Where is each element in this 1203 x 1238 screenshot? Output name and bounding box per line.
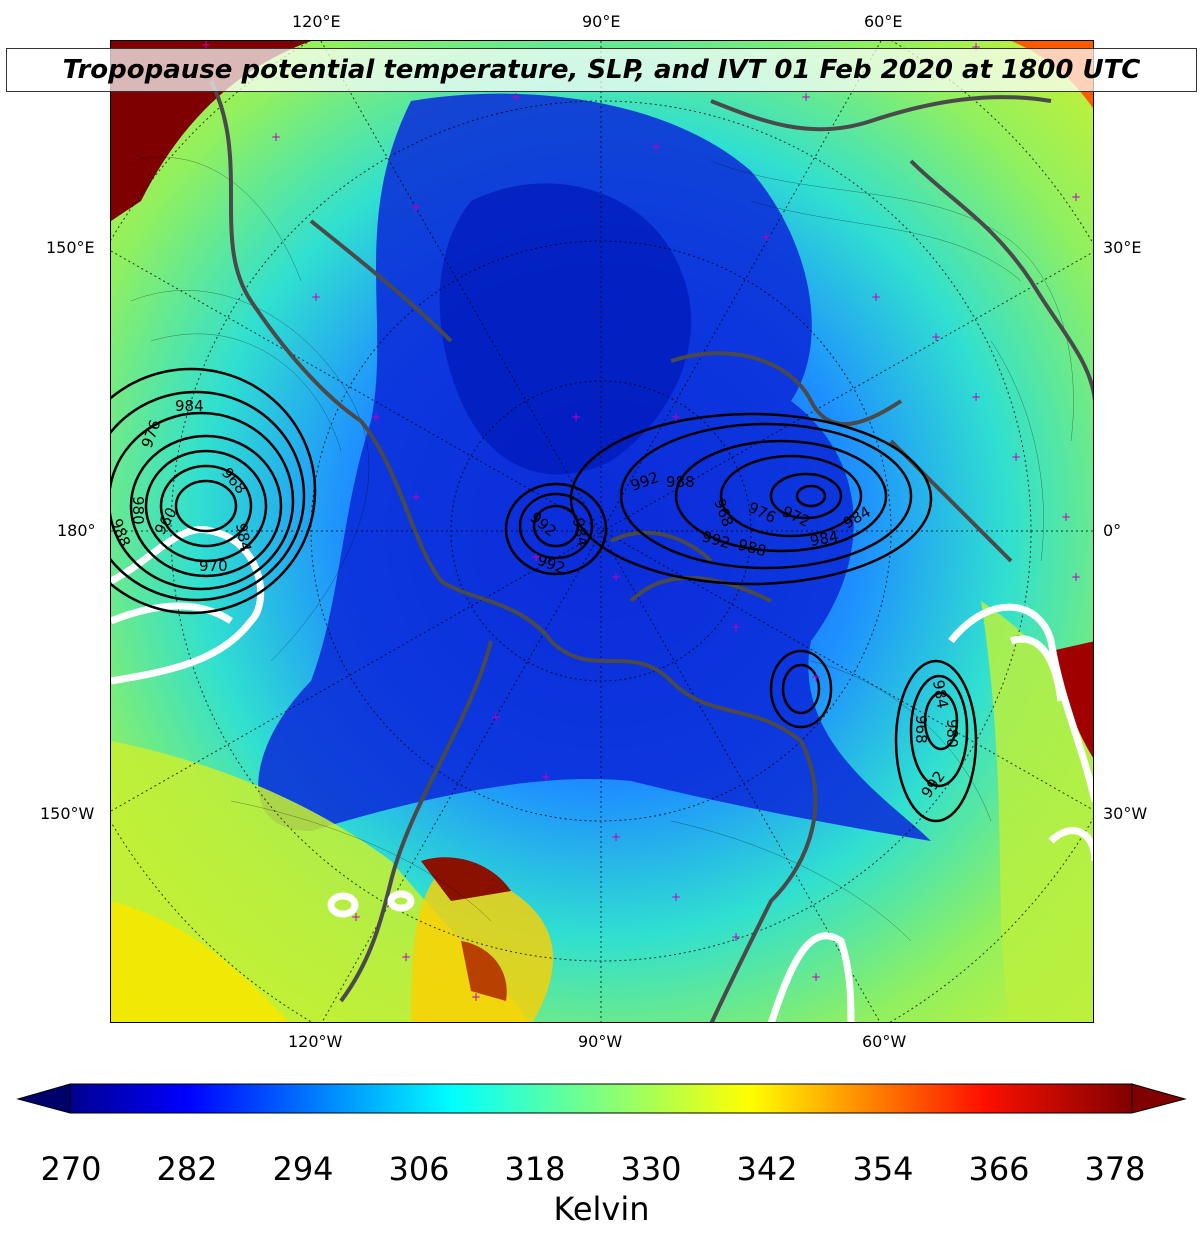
tick-left-150w: 150°W [40,804,95,823]
colorbar-tick: 270 [40,1150,102,1188]
slp-label: 968 [912,715,930,744]
warm-region-subtropics [111,901,290,1022]
colorbar-tick: 318 [504,1150,566,1188]
svg-text:+: + [611,830,621,844]
svg-text:+: + [931,330,941,344]
colorbar-tick: 294 [272,1150,334,1188]
map-panel: + + + + + + + + + + + + + + + + + + + + + + + + + + + + + + … [110,40,1094,1023]
svg-text:+: + [311,290,321,304]
colorbar-tick: 342 [736,1150,798,1188]
north-atlantic-low-contours [894,659,978,823]
svg-text:+: + [1071,190,1081,204]
station-markers: +++ ++ + ++ + ++ + ++ + ++ + ++ + ++ + ++ + ++ + … [201,41,1081,1004]
theta-contours [130,156,1074,942]
svg-text:+: + [1061,510,1071,524]
colorbar-label: Kelvin [553,1190,650,1228]
svg-text:+: + [871,290,881,304]
colorbar-tick: 366 [968,1150,1030,1188]
hudson-low-contours [769,649,833,729]
ivt-contours [111,526,1093,1022]
slp-label: 980 [129,496,147,525]
svg-text:+: + [201,41,211,52]
colorbar-tick: 378 [1084,1150,1146,1188]
tick-bottom-60w: 60°W [862,1032,907,1051]
svg-text:+: + [811,670,821,684]
tick-left-180: 180° [57,521,96,540]
colorbar-tick: 282 [156,1150,218,1188]
colorbar-ramp [69,1083,1133,1114]
graticule [111,41,1093,1022]
tick-right-30w: 30°W [1103,804,1148,823]
warm-region-gulf [411,871,553,1022]
svg-text:+: + [411,490,421,504]
svg-text:+: + [571,410,581,424]
tick-bottom-120w: 120°W [288,1032,343,1051]
tick-bottom-90w: 90°W [578,1032,623,1051]
svg-text:+: + [1011,450,1021,464]
svg-text:+: + [491,710,501,724]
map-title: Tropopause potential temperature, SLP, a… [62,55,1141,85]
svg-text:+: + [671,410,681,424]
svg-text:+: + [761,230,771,244]
svg-text:+: + [411,200,421,214]
colorbar-tick: 330 [620,1150,682,1188]
slp-label: 984 [175,397,204,415]
tick-right-0: 0° [1103,521,1122,540]
atlantic-low-contours [569,412,933,586]
svg-text:+: + [541,770,551,784]
svg-text:+: + [471,990,481,1004]
svg-text:+: + [1071,570,1081,584]
arctic-low-contours [504,482,608,576]
tick-top-90e: 90°E [582,12,621,31]
colorbar-tick: 354 [852,1150,914,1188]
tropopause-theta-map: +++ ++ + ++ + ++ + ++ + ++ + ++ + ++ + ++ + ++ + … [111,41,1093,1022]
svg-text:+: + [271,130,281,144]
slp-label: 984 [569,517,592,548]
colorbar-tick: 306 [388,1150,450,1188]
tick-left-150e: 150°E [46,238,95,257]
slp-label: 980 [943,719,961,748]
svg-text:+: + [671,890,681,904]
svg-text:+: + [731,620,741,634]
svg-text:+: + [371,410,381,424]
slp-contours [111,367,978,823]
slp-label: 984 [929,679,952,710]
svg-text:+: + [801,90,811,104]
tick-top-120e: 120°E [292,12,341,31]
svg-text:+: + [731,930,741,944]
hot-spot-east [1051,641,1093,758]
pacific-low-contours [111,367,317,615]
hot-spot-plains [461,941,507,1001]
slp-label: 984 [232,522,255,553]
svg-text:+: + [811,970,821,984]
colorbar-extend-low [16,1083,71,1114]
cold-core-inner [439,183,692,475]
svg-text:+: + [531,550,541,564]
svg-text:+: + [971,41,981,54]
tick-top-60e: 60°E [864,12,903,31]
colorbar [16,1083,1187,1114]
svg-text:+: + [511,90,521,104]
svg-text:+: + [401,950,411,964]
svg-text:+: + [611,570,621,584]
slp-label: 988 [666,473,695,491]
slp-label: 984 [809,527,840,550]
hot-spot-midwest [421,857,511,901]
slp-label: 970 [199,557,228,575]
colorbar-extend-high [1131,1083,1187,1114]
map-title-box: Tropopause potential temperature, SLP, a… [6,48,1197,92]
coastlines [209,80,1093,1022]
svg-text:+: + [351,910,361,924]
svg-text:+: + [651,140,661,154]
svg-text:+: + [971,390,981,404]
tick-right-30e: 30°E [1103,238,1142,257]
